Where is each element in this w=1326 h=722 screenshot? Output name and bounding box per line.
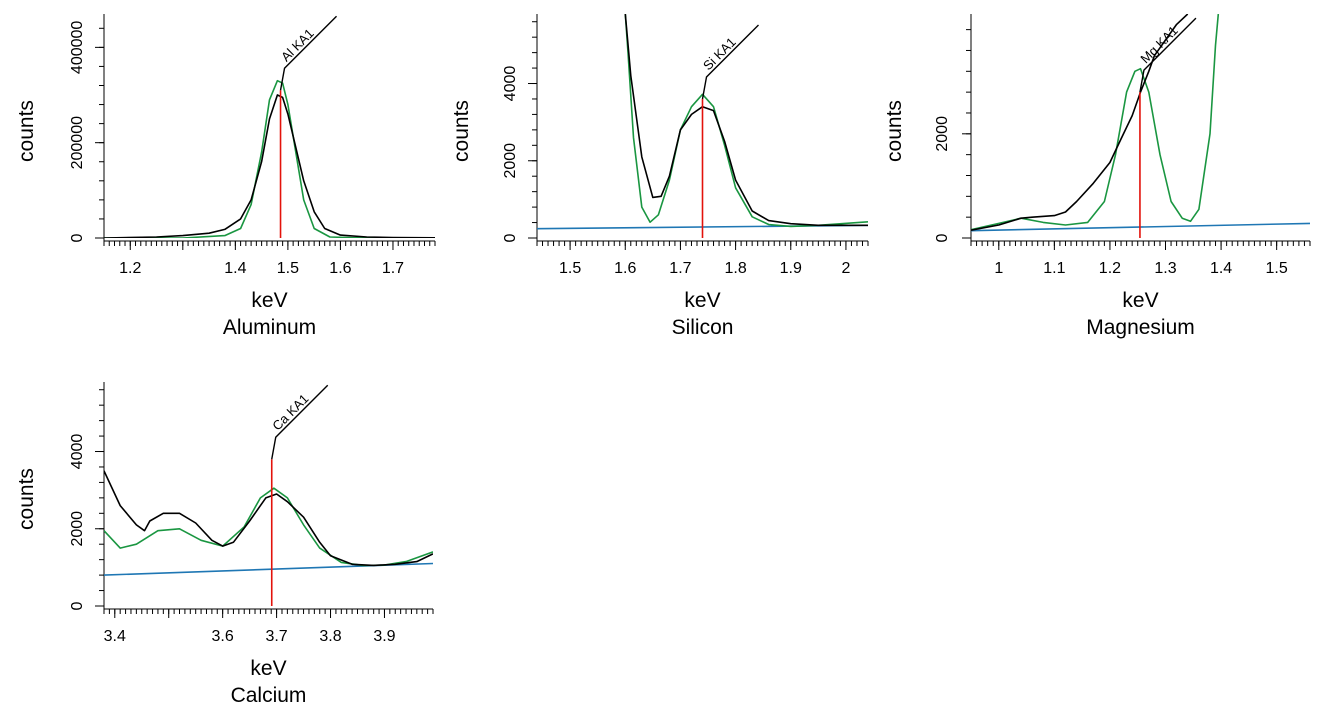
magnesium-x-axis-label: keV: [1122, 289, 1158, 312]
silicon-x-tick-label: 1.9: [780, 260, 802, 277]
magnesium-x-tick-label: 1.4: [1210, 260, 1232, 277]
magnesium-line-label: Mg KA1: [1137, 23, 1180, 66]
calcium-measured-series: [104, 470, 433, 567]
aluminum-panel: 0 200000 400000 1.2 1.4 1.5 1.6 1.7 keV Aluminum c…: [15, 14, 436, 339]
aluminum-x-tick-label: 1.2: [119, 260, 141, 277]
silicon-measured-series: [624, 14, 868, 227]
aluminum-plot-area: [104, 79, 435, 238]
calcium-y-axis-label: counts: [15, 468, 38, 530]
silicon-x-tick-label: 2: [841, 260, 850, 277]
calcium-x-tick-label: 3.7: [265, 628, 287, 645]
magnesium-y-axis-label: counts: [883, 100, 906, 162]
calcium-x-tick-label: 3.8: [319, 628, 341, 645]
calcium-chart-title: Calcium: [231, 684, 307, 707]
calcium-line-label: Ca KA1: [269, 391, 311, 433]
magnesium-x-tick-label: 1.2: [1099, 260, 1121, 277]
calcium-x-tick-label: 3.9: [373, 628, 395, 645]
calcium-fit-series: [104, 487, 433, 567]
silicon-x-tick-label: 1.6: [614, 260, 636, 277]
silicon-line-leader: [701, 24, 759, 100]
calcium-line-leader: [271, 384, 329, 460]
calcium-panel: 0 2000 4000 3.4 3.6 3.7 3.8 3.9 keV Calcium counts…: [15, 382, 434, 707]
aluminum-y-axis-label: counts: [15, 100, 38, 162]
silicon-y-tick-label: 4000: [502, 66, 519, 102]
aluminum-x-tick-label: 1.4: [224, 260, 246, 277]
calcium-x-tick-label: 3.6: [212, 628, 234, 645]
calcium-plot-area: [104, 470, 433, 576]
silicon-x-tick-label: 1.8: [724, 260, 746, 277]
aluminum-x-tick-label: 1.6: [329, 260, 351, 277]
calcium-y-tick-label: 4000: [69, 434, 86, 470]
magnesium-x-tick-label: 1: [994, 260, 1003, 277]
aluminum-y-tick-label: 400000: [69, 21, 86, 74]
silicon-y-axis-label: counts: [450, 100, 473, 162]
silicon-chart-title: Silicon: [672, 316, 734, 339]
aluminum-chart-title: Aluminum: [223, 316, 316, 339]
magnesium-fit-series: [971, 14, 1220, 231]
magnesium-x-tick-label: 1.3: [1154, 260, 1176, 277]
magnesium-panel: 0 2000 1 1.1 1.2 1.3 1.4 1.5 keV Magnesium counts M…: [883, 14, 1311, 339]
aluminum-y-tick-label: 0: [69, 233, 86, 242]
aluminum-x-tick-label: 1.7: [382, 260, 404, 277]
aluminum-x-axis-label: keV: [251, 289, 287, 312]
calcium-y-tick-label: 2000: [69, 511, 86, 547]
silicon-y-tick-label: 0: [502, 233, 519, 242]
magnesium-measured-series: [971, 14, 1189, 231]
magnesium-x-tick-label: 1.5: [1266, 260, 1288, 277]
magnesium-chart-title: Magnesium: [1086, 316, 1195, 339]
magnesium-y-tick-label: 2000: [934, 116, 951, 152]
silicon-y-tick-label: 2000: [502, 143, 519, 179]
silicon-x-tick-label: 1.7: [669, 260, 691, 277]
magnesium-x-tick-label: 1.1: [1043, 260, 1065, 277]
aluminum-x-tick-label: 1.5: [277, 260, 299, 277]
aluminum-line-label: Al KA1: [278, 26, 317, 65]
aluminum-measured-series: [104, 94, 435, 238]
silicon-fit-series: [624, 14, 868, 228]
silicon-line-label: Si KA1: [700, 34, 739, 73]
aluminum-line-leader: [279, 15, 338, 91]
aluminum-fit-series: [104, 79, 435, 238]
magnesium-y-tick-label: 0: [934, 233, 951, 242]
silicon-x-tick-label: 1.5: [559, 260, 581, 277]
aluminum-y-tick-label: 200000: [69, 116, 86, 169]
silicon-x-axis-label: keV: [684, 289, 720, 312]
calcium-y-tick-label: 0: [69, 601, 86, 610]
silicon-panel: 0 2000 4000 1.5 1.6 1.7 1.8 1.9 2 keV Silicon count…: [450, 14, 869, 339]
magnesium-line-leader: [1139, 17, 1197, 93]
calcium-x-tick-label: 3.4: [104, 628, 126, 645]
calcium-x-axis-label: keV: [250, 657, 286, 680]
